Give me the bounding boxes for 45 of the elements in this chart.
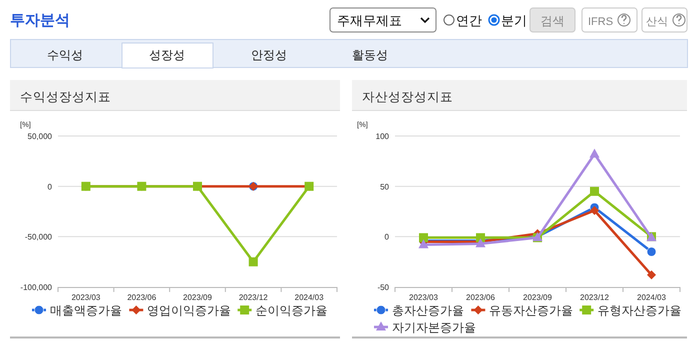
text: 주재무제표: [337, 13, 402, 28]
x-tick-label: 2023/03: [71, 293, 101, 302]
text: 투자분석: [10, 12, 70, 29]
x-tick-label: 2023/12: [238, 293, 268, 302]
y-tick-label: 0: [48, 182, 53, 192]
y-tick-label: 0: [384, 232, 390, 242]
x-tick-label: 2023/06: [127, 293, 157, 302]
text: 연간: [456, 13, 482, 28]
x-tick-label: 2023/06: [466, 293, 496, 302]
text: 산식: [646, 16, 668, 28]
text: IFRS: [588, 16, 614, 28]
text: 활동성: [352, 48, 388, 62]
y-tick-label: 50,000: [28, 132, 53, 141]
legend-label: 유형자산증가율: [598, 304, 682, 318]
legend-label: 자기자본증가율: [392, 320, 476, 334]
point: [590, 206, 599, 215]
y-tick-label: 50: [380, 182, 390, 192]
x-tick-label: 2023/03: [409, 293, 439, 302]
x-tick-label: 2023/09: [183, 293, 213, 302]
x-tick-label: 2023/12: [580, 293, 610, 302]
x-tick-label: 2023/09: [523, 293, 553, 302]
legend-label: 순이익증가율: [256, 304, 328, 318]
x-tick-label: 2024/03: [294, 293, 324, 302]
legend-label: 총자산증가율: [392, 304, 464, 318]
point: [476, 233, 485, 242]
y-tick-label: 100: [376, 132, 390, 141]
text: 안정성: [251, 48, 287, 62]
text: 수익성: [47, 48, 83, 62]
y-tick-label: -50,000: [24, 232, 53, 242]
text: 분기: [501, 13, 527, 28]
y-tick-label: -100,000: [20, 283, 53, 292]
chart-title: 수익성장성지표: [20, 90, 111, 104]
point: [646, 247, 656, 257]
legend-label: 유동자산증가율: [489, 304, 574, 318]
point: [590, 186, 599, 196]
text: 성장성: [149, 48, 185, 62]
legend-label: 영업이익증가율: [147, 304, 232, 318]
point: [419, 233, 428, 242]
legend-label: 매출액증가율: [50, 304, 122, 318]
chart-title: 자산성장성지표: [362, 90, 453, 104]
point: [590, 148, 600, 158]
point: [647, 270, 656, 280]
text: 검색: [540, 14, 564, 28]
x-tick-label: 2024/03: [637, 293, 667, 302]
y-tick-label: -50: [377, 283, 390, 292]
